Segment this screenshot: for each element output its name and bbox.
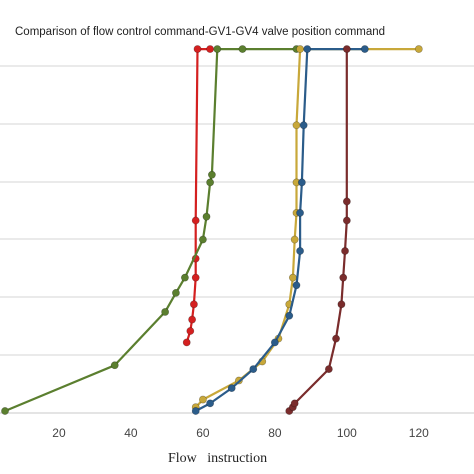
data-point [191, 273, 200, 282]
series-1 [182, 45, 215, 347]
x-tick-label: 100 [337, 426, 357, 440]
data-point [191, 216, 200, 225]
data-point [324, 365, 333, 373]
data-point [206, 399, 215, 408]
series-2 [1, 45, 301, 415]
x-axis-label: Flow instruction [168, 451, 267, 466]
data-point [208, 170, 216, 179]
data-point [290, 399, 299, 408]
data-point [199, 395, 207, 404]
data-point [296, 45, 304, 53]
data-point [181, 273, 189, 282]
data-point [186, 327, 195, 335]
series-line [195, 47, 365, 412]
data-point [213, 45, 222, 53]
data-point [206, 45, 215, 53]
data-point [414, 45, 423, 53]
data-point [190, 300, 198, 309]
data-point [199, 235, 207, 244]
data-point [296, 208, 304, 217]
data-point [342, 216, 351, 225]
data-point [270, 338, 279, 347]
series-layer [1, 45, 423, 415]
x-tick-label: 40 [124, 426, 138, 440]
data-point [188, 315, 197, 324]
data-point [337, 300, 346, 309]
series-5 [285, 45, 351, 415]
data-point [292, 121, 301, 130]
data-point [227, 384, 236, 393]
x-tick-label: 60 [196, 426, 210, 440]
data-point [249, 365, 258, 373]
data-point [342, 45, 351, 53]
data-point [285, 311, 294, 320]
x-tick-label: 20 [52, 426, 66, 440]
data-point [341, 247, 349, 255]
series-line [194, 47, 419, 408]
series-4 [191, 45, 369, 415]
x-axis: 20 40 60 80 100 120 [0, 412, 474, 440]
data-point [332, 334, 340, 343]
series-line [185, 47, 211, 343]
data-point [360, 45, 369, 53]
data-point [297, 178, 306, 187]
data-point [193, 45, 202, 53]
data-point [299, 121, 308, 130]
data-point [238, 45, 247, 53]
data-point [182, 338, 191, 347]
data-point [1, 407, 9, 415]
data-point [206, 178, 215, 187]
gridlines [0, 65, 474, 356]
data-point [191, 407, 200, 415]
data-point [290, 235, 299, 244]
data-point [342, 197, 351, 206]
x-tick-label: 80 [268, 426, 282, 440]
x-tick-label: 120 [409, 426, 429, 440]
data-point [303, 45, 312, 53]
series-3 [191, 45, 423, 412]
data-point [161, 308, 170, 316]
data-point [339, 273, 348, 282]
data-point [288, 273, 297, 282]
data-point [172, 288, 180, 297]
data-point [110, 361, 119, 370]
series-line [4, 47, 297, 413]
data-point [202, 212, 211, 221]
chart-title: Comparison of flow control command-GV1-G… [15, 26, 385, 38]
data-point [296, 247, 304, 255]
data-point [292, 281, 301, 290]
